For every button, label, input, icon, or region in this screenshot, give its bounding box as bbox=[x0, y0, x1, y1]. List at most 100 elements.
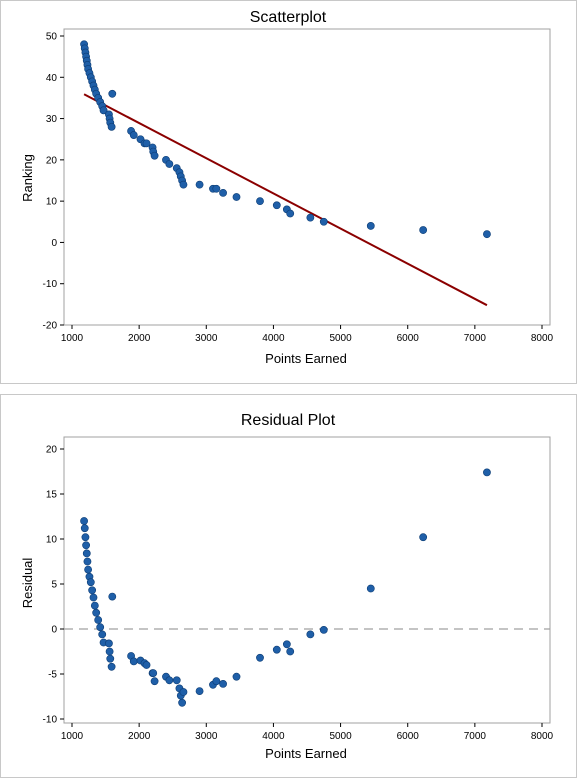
y-tick-label: 20 bbox=[46, 155, 58, 166]
data-point bbox=[108, 592, 117, 601]
x-tick-label: 1000 bbox=[61, 333, 84, 344]
data-point bbox=[178, 698, 187, 707]
data-point bbox=[212, 184, 221, 193]
y-tick-label: 0 bbox=[51, 238, 57, 249]
data-point bbox=[366, 584, 375, 593]
regression-line bbox=[83, 93, 488, 307]
y-tick-label: -10 bbox=[43, 715, 58, 726]
data-point bbox=[282, 640, 291, 649]
x-tick-label: 1000 bbox=[61, 731, 84, 742]
data-point bbox=[419, 533, 428, 542]
data-point bbox=[81, 533, 90, 542]
data-point bbox=[149, 669, 158, 677]
data-point bbox=[106, 654, 115, 663]
data-point bbox=[306, 630, 315, 639]
scatterplot-plot-area bbox=[63, 28, 551, 326]
data-point bbox=[142, 661, 151, 669]
y-tick-label: 30 bbox=[46, 114, 58, 125]
y-tick-label: 5 bbox=[51, 580, 57, 591]
data-point bbox=[319, 625, 328, 634]
data-point bbox=[150, 677, 159, 686]
x-tick-label: 3000 bbox=[195, 731, 218, 742]
data-point bbox=[483, 468, 491, 477]
residual-plot-chart: Residual Plot 1000 2000 3000 4000 5000 6000 70… bbox=[20, 412, 554, 761]
residual-plot-panel: Residual Plot 1000 2000 3000 4000 5000 6000 70… bbox=[0, 394, 577, 778]
data-point bbox=[89, 593, 98, 602]
data-point bbox=[80, 517, 88, 525]
data-point bbox=[219, 679, 227, 688]
scatterplot-panel: Scatterplot 1000 2000 3000 4000 5000 6000 7000… bbox=[0, 0, 577, 384]
y-tick-label: 10 bbox=[46, 535, 58, 546]
scatterplot-points bbox=[80, 40, 491, 239]
data-point bbox=[272, 645, 281, 654]
data-point bbox=[232, 193, 241, 201]
data-point bbox=[179, 688, 188, 696]
data-point bbox=[107, 662, 116, 671]
y-tick-label: -10 bbox=[43, 279, 58, 290]
x-tick-label: 7000 bbox=[464, 731, 487, 742]
data-point bbox=[286, 647, 295, 656]
data-point bbox=[99, 106, 108, 115]
data-point bbox=[94, 616, 103, 624]
data-point bbox=[88, 586, 97, 595]
data-point bbox=[107, 122, 116, 131]
scatterplot-title: Scatterplot bbox=[250, 9, 327, 26]
x-tick-label: 8000 bbox=[531, 731, 554, 742]
data-point bbox=[98, 630, 107, 639]
y-tick-label: -20 bbox=[43, 321, 58, 332]
scatterplot-y-axis-title: Ranking bbox=[20, 154, 35, 202]
data-point bbox=[96, 623, 105, 632]
data-point bbox=[319, 217, 328, 226]
data-point bbox=[165, 160, 174, 168]
data-point bbox=[105, 639, 113, 648]
x-tick-label: 6000 bbox=[397, 731, 420, 742]
data-point bbox=[232, 672, 241, 681]
residual-plot-ticks: 1000 2000 3000 4000 5000 6000 7000 8000 -10 -5 0 5 1… bbox=[43, 445, 554, 743]
y-tick-label: 40 bbox=[46, 73, 58, 84]
x-tick-label: 5000 bbox=[329, 333, 352, 344]
data-point bbox=[80, 524, 89, 533]
data-point bbox=[272, 201, 281, 210]
data-point bbox=[105, 647, 114, 656]
x-tick-label: 4000 bbox=[262, 333, 285, 344]
data-point bbox=[86, 578, 95, 587]
x-tick-label: 8000 bbox=[531, 333, 554, 344]
x-tick-label: 6000 bbox=[397, 333, 420, 344]
x-tick-label: 7000 bbox=[464, 333, 487, 344]
x-tick-label: 3000 bbox=[195, 333, 218, 344]
y-tick-label: 15 bbox=[46, 490, 58, 501]
data-point bbox=[256, 653, 264, 662]
data-point bbox=[165, 676, 174, 685]
data-point bbox=[142, 139, 151, 148]
data-point bbox=[129, 657, 138, 666]
data-point bbox=[212, 677, 221, 686]
data-point bbox=[82, 541, 90, 550]
data-point bbox=[195, 687, 204, 695]
scatterplot-chart: Scatterplot 1000 2000 3000 4000 5000 6000 7000… bbox=[20, 9, 554, 366]
scatterplot-x-axis-title: Points Earned bbox=[265, 351, 347, 366]
y-tick-label: 50 bbox=[46, 32, 58, 43]
y-tick-label: 0 bbox=[51, 625, 57, 636]
y-tick-label: 10 bbox=[46, 197, 58, 208]
scatterplot-reference bbox=[83, 93, 488, 307]
residual-plot-y-axis-title: Residual bbox=[20, 558, 35, 609]
residual-plot-x-axis-title: Points Earned bbox=[265, 746, 347, 761]
data-point bbox=[179, 180, 188, 189]
data-point bbox=[83, 557, 92, 566]
data-point bbox=[366, 222, 375, 230]
data-point bbox=[150, 151, 159, 160]
residual-plot-points bbox=[80, 468, 491, 707]
data-point bbox=[483, 230, 491, 239]
data-point bbox=[92, 608, 101, 617]
y-tick-label: 20 bbox=[46, 445, 58, 456]
scatterplot-ticks: 1000 2000 3000 4000 5000 6000 7000 8000 -20 -10 0 1… bbox=[43, 32, 554, 345]
data-point bbox=[219, 188, 227, 197]
x-tick-label: 5000 bbox=[329, 731, 352, 742]
x-tick-label: 2000 bbox=[128, 731, 151, 742]
data-point bbox=[90, 601, 99, 610]
data-point bbox=[286, 209, 295, 218]
residual-plot-title: Residual Plot bbox=[241, 412, 336, 429]
data-point bbox=[82, 549, 91, 558]
residual-plot-area bbox=[63, 436, 551, 724]
data-point bbox=[108, 89, 117, 98]
